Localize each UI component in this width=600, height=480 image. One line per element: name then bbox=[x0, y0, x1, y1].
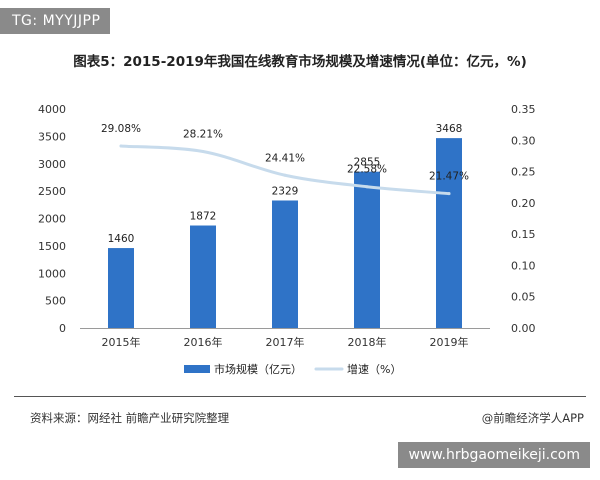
chart-canvas: 0 500 1000 1500 2000 2500 3000 3500 4000 0.00 0.05… bbox=[38, 103, 536, 376]
y-right-tick-label: 0.10 bbox=[511, 259, 536, 272]
y-right-tick-label: 0.35 bbox=[511, 103, 536, 116]
watermark-tag-top: TG: MYYJJPP bbox=[0, 8, 111, 34]
y-right-tick-label: 0.25 bbox=[511, 166, 536, 179]
growth-rate-label: 21.47% bbox=[429, 171, 469, 183]
x-tick-label: 2018年 bbox=[348, 335, 387, 349]
y-left-tick-label: 4000 bbox=[38, 103, 66, 116]
bar-value-label: 3468 bbox=[436, 123, 463, 135]
y-left-tick-label: 2000 bbox=[38, 213, 66, 226]
bar bbox=[436, 138, 462, 328]
y-left-tick-label: 2500 bbox=[38, 185, 66, 198]
chart-title: 图表5：2015-2019年我国在线教育市场规模及增速情况(单位：亿元，%) bbox=[73, 54, 527, 70]
growth-rate-label: 22.58% bbox=[347, 164, 387, 176]
y-right-tick-label: 0.05 bbox=[511, 291, 536, 304]
growth-rate-label: 28.21% bbox=[183, 128, 223, 140]
growth-rate-label: 24.41% bbox=[265, 152, 305, 164]
bar bbox=[272, 200, 298, 328]
legend-label-line: 增速（%） bbox=[347, 362, 401, 376]
bar bbox=[190, 225, 216, 328]
x-tick-label: 2019年 bbox=[430, 335, 469, 349]
watermark-tag-bottom: www.hrbgaomeikeji.com bbox=[398, 442, 590, 468]
x-tick-label: 2015年 bbox=[102, 335, 141, 349]
bar-value-label: 2329 bbox=[272, 185, 299, 197]
legend-label-bar: 市场规模（亿元） bbox=[214, 362, 302, 376]
growth-rate-point bbox=[119, 144, 123, 148]
y-left-tick-label: 3000 bbox=[38, 158, 66, 171]
y-left-tick-label: 0 bbox=[59, 322, 66, 335]
y-right-tick-label: 0.30 bbox=[511, 134, 536, 147]
source-note: 资料来源：网经社 前瞻产业研究院整理 bbox=[30, 411, 230, 425]
y-right-tick-label: 0.15 bbox=[511, 228, 536, 241]
x-tick-label: 2017年 bbox=[266, 335, 305, 349]
footer-divider bbox=[14, 396, 586, 397]
growth-rate-label: 29.08% bbox=[101, 123, 141, 135]
bar bbox=[108, 248, 134, 328]
y-left-tick-label: 1000 bbox=[38, 267, 66, 280]
y-left-tick-label: 1500 bbox=[38, 240, 66, 253]
y-right-tick-label: 0.20 bbox=[511, 197, 536, 210]
bar-value-label: 2855 bbox=[354, 157, 381, 169]
y-left-tick-label: 3500 bbox=[38, 130, 66, 143]
y-left-tick-label: 500 bbox=[45, 295, 66, 308]
bar-value-label: 1872 bbox=[190, 211, 217, 223]
brand-credit: @前瞻经济学人APP bbox=[481, 411, 584, 425]
growth-rate-point bbox=[447, 192, 451, 196]
growth-rate-point bbox=[201, 149, 205, 153]
x-tick-label: 2016年 bbox=[184, 335, 223, 349]
growth-rate-point bbox=[365, 185, 369, 189]
legend-swatch-bar bbox=[184, 365, 210, 373]
y-right-tick-label: 0.00 bbox=[511, 322, 536, 335]
bar-value-label: 1460 bbox=[108, 233, 135, 245]
growth-rate-point bbox=[283, 173, 287, 177]
bar bbox=[354, 171, 380, 328]
